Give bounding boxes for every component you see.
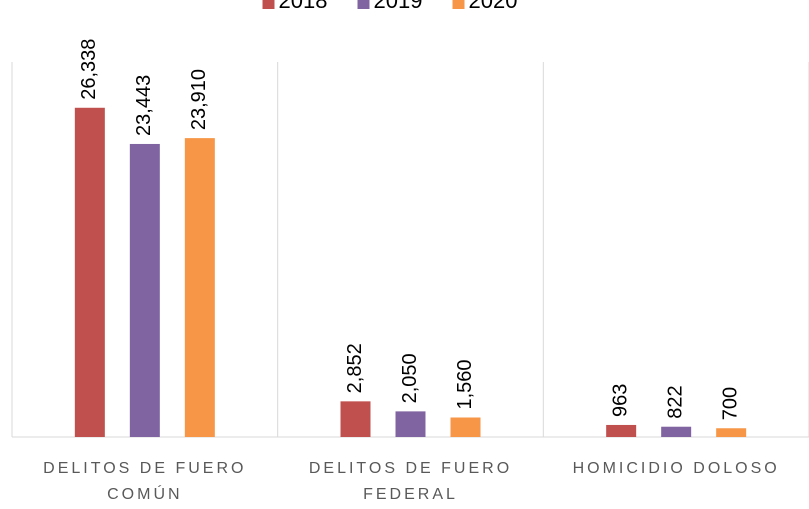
- value-label: 822: [664, 385, 686, 418]
- value-label: 2,852: [344, 343, 366, 393]
- bar: [74, 107, 105, 438]
- bar: [606, 424, 637, 437]
- bar: [661, 426, 692, 437]
- value-label: 700: [719, 387, 741, 420]
- bar: [450, 417, 481, 437]
- legend-swatch: [262, 0, 275, 9]
- legend-label: 2018: [279, 0, 328, 13]
- bar: [340, 401, 371, 437]
- legend-label: 2019: [374, 0, 423, 13]
- value-label: 1,560: [454, 359, 476, 409]
- legend-swatch: [452, 0, 465, 9]
- value-label: 963: [609, 384, 631, 417]
- x-tick-label: DELITOS DE FUERO COMÚN: [43, 460, 247, 503]
- legend-swatch: [357, 0, 370, 9]
- bar: [395, 411, 426, 437]
- value-label: 26,338: [78, 39, 100, 100]
- bar: [184, 138, 215, 437]
- x-tick-label: HOMICIDIO DOLOSO: [572, 460, 780, 477]
- x-tick-label: DELITOS DE FUERO FEDERAL: [308, 460, 513, 503]
- value-label: 23,443: [133, 75, 155, 136]
- bar: [129, 143, 160, 437]
- legend-label: 2020: [469, 0, 518, 13]
- bar: [716, 428, 747, 437]
- value-label: 2,050: [399, 353, 421, 403]
- value-label: 23,910: [188, 69, 210, 130]
